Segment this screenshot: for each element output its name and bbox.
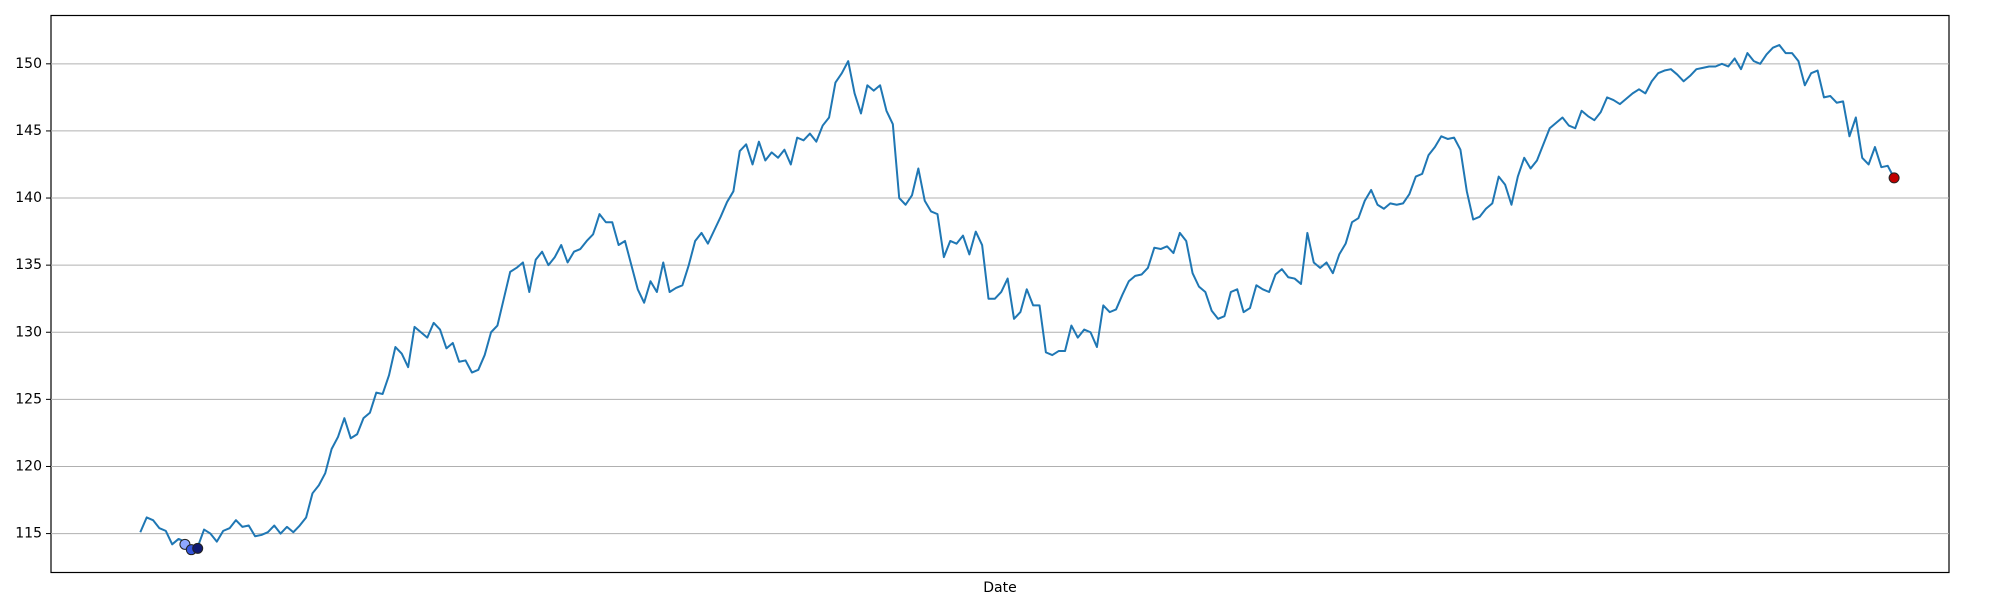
y-tick-label: 145: [15, 123, 42, 139]
highlight-point: [1888, 172, 1900, 184]
plot-frame: [50, 14, 1950, 574]
y-tick-label: 140: [15, 190, 42, 206]
y-tick-label: 130: [15, 324, 42, 340]
x-axis-label: Date: [983, 580, 1016, 596]
y-tick-label: 135: [15, 257, 42, 273]
y-tick-label: 115: [15, 526, 42, 542]
line-series: [139, 44, 1895, 551]
highlight-point: [192, 542, 204, 554]
y-tick-label: 120: [15, 458, 42, 474]
y-tick-label: 125: [15, 391, 42, 407]
y-tick-label: 150: [15, 56, 42, 72]
